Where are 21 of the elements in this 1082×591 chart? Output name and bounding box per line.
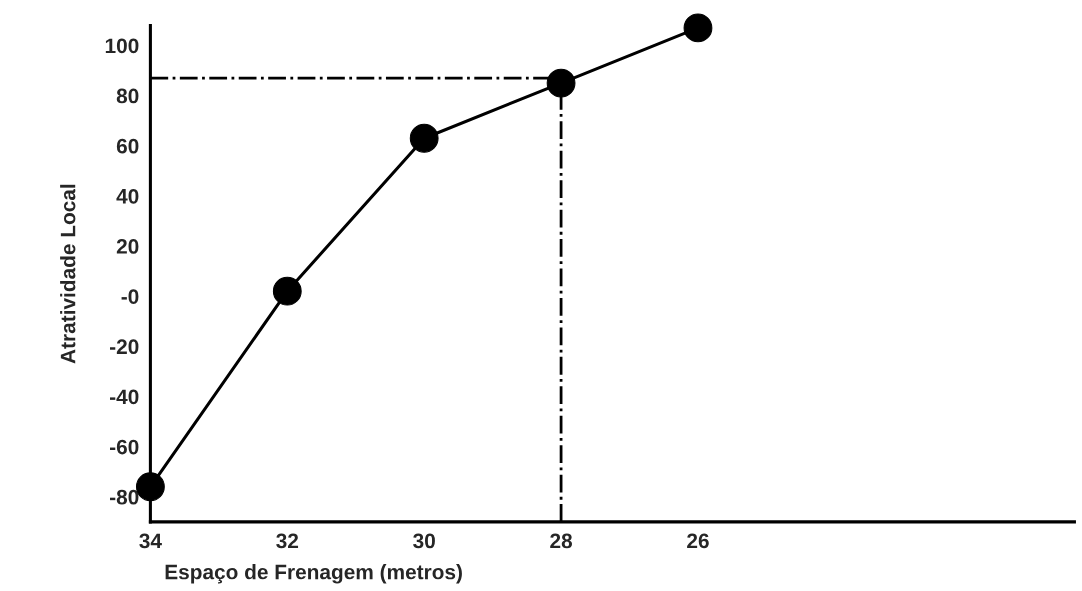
point	[272, 276, 302, 306]
y-tick-label: 100	[105, 38, 139, 54]
point	[683, 13, 713, 43]
x-axis-title: Espaço de Frenagem (metros)	[165, 564, 462, 584]
x-tick-label: 32	[276, 533, 299, 549]
y-tick-label: -40	[109, 389, 139, 405]
point	[409, 123, 439, 153]
y-tick-label: -60	[109, 439, 139, 455]
y-tick-label: -0	[121, 289, 139, 304]
x-tick-label: 30	[413, 533, 435, 549]
y-tick-label: -80	[109, 489, 139, 505]
y-axis-title: Atratividade Local	[60, 184, 76, 364]
x-tick-label: 28	[550, 533, 573, 549]
y-tick-label: -20	[109, 339, 139, 355]
y-tick-label: 20	[116, 239, 139, 254]
y-tick-label: 80	[116, 88, 139, 104]
x-tick-label: 34	[139, 533, 162, 549]
y-tick-label: 60	[116, 138, 139, 154]
point	[546, 68, 576, 98]
y-tick-label: 40	[116, 188, 139, 204]
x-tick-label: 26	[687, 533, 709, 549]
